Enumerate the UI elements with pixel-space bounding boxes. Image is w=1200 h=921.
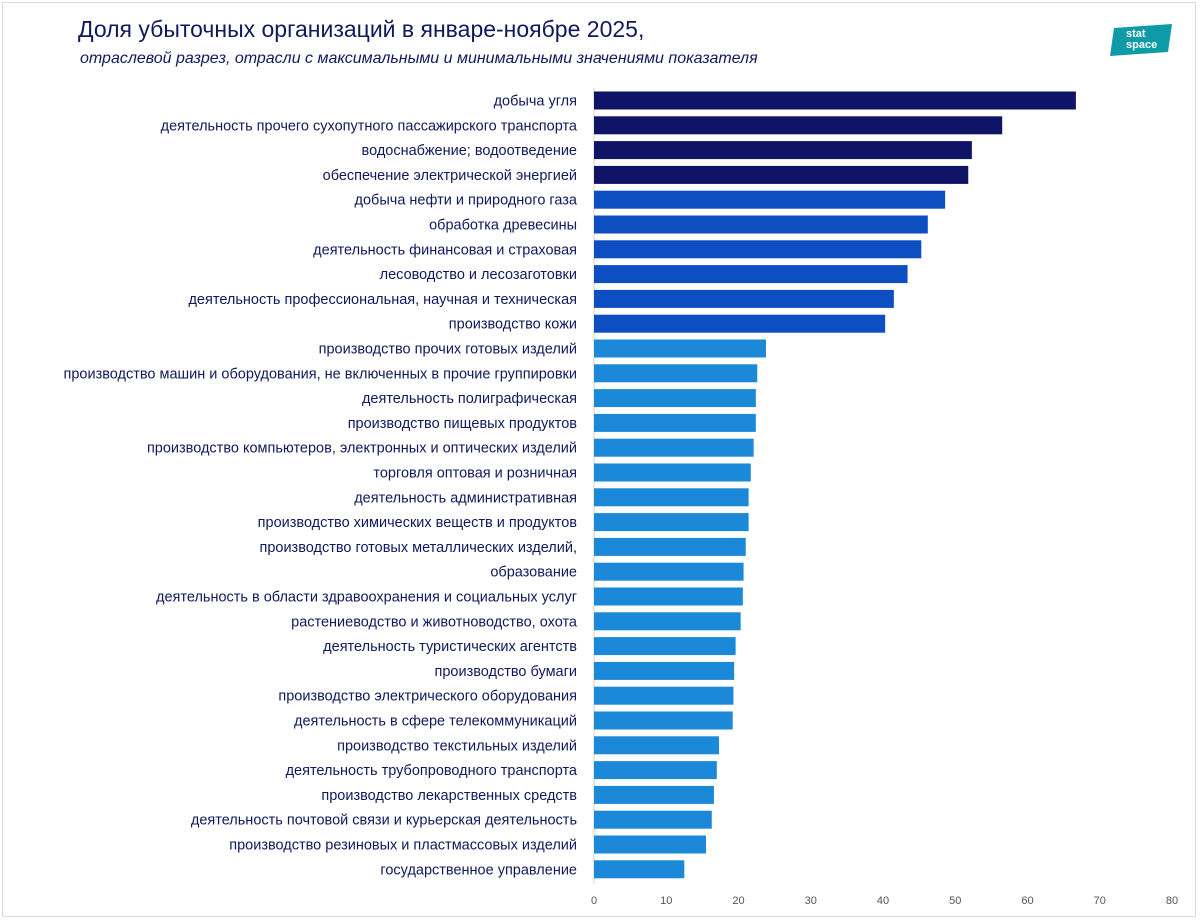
category-label: производство пищевых продуктов [348, 416, 578, 432]
bar [594, 190, 946, 209]
chart-subtitle: отраслевой разрез, отрасли с максимальны… [80, 50, 758, 67]
bar [594, 736, 719, 755]
bar [594, 810, 712, 829]
bar [594, 537, 746, 556]
bar [594, 835, 706, 854]
bar [594, 463, 751, 482]
category-label: производство кожи [449, 317, 577, 333]
bar [594, 761, 717, 780]
bar [594, 339, 766, 358]
category-label: водоснабжение; водоотведение [362, 143, 577, 159]
category-label: производство прочих готовых изделий [319, 342, 577, 358]
category-label: деятельность прочего сухопутного пассажи… [161, 118, 578, 134]
bar [594, 488, 749, 507]
category-label: добыча угля [494, 94, 577, 110]
x-tick-label: 40 [877, 895, 889, 907]
bar [594, 513, 749, 532]
category-label: государственное управление [380, 862, 577, 878]
category-label: обеспечение электрической энергией [323, 168, 577, 184]
bar [594, 860, 685, 879]
bar [594, 91, 1076, 110]
bar [594, 413, 756, 432]
logo-text-line1: stat [1126, 28, 1146, 40]
category-label: деятельность в области здравоохранения и… [156, 590, 577, 606]
category-label: производство резиновых и пластмассовых и… [229, 838, 577, 854]
bar [594, 265, 908, 284]
bar [594, 686, 734, 705]
x-tick-label: 10 [660, 895, 672, 907]
category-label: производство компьютеров, электронных и … [147, 441, 577, 457]
category-label: производство машин и оборудования, не вк… [64, 366, 578, 382]
x-tick-label: 50 [949, 895, 961, 907]
category-label: деятельность полиграфическая [362, 391, 577, 407]
category-label: производство текстильных изделий [337, 738, 577, 754]
bar [594, 215, 928, 234]
bar [594, 711, 733, 730]
bar [594, 165, 969, 184]
bar [594, 389, 756, 408]
category-label: добыча нефти и природного газа [355, 193, 578, 209]
x-tick-label: 70 [1094, 895, 1106, 907]
category-label: производство готовых металлических издел… [259, 540, 577, 556]
category-label: деятельность трубопроводного транспорта [286, 763, 578, 779]
category-label: образование [490, 565, 577, 581]
x-tick-label: 60 [1021, 895, 1033, 907]
bar [594, 587, 743, 606]
category-label: обработка древесины [429, 218, 577, 234]
bar [594, 240, 922, 259]
bar [594, 141, 972, 160]
category-label: производство бумаги [435, 664, 578, 680]
category-label: деятельность почтовой связи и курьерская… [191, 813, 577, 829]
x-tick-label: 0 [591, 895, 597, 907]
category-label: производство лекарственных средств [321, 788, 577, 804]
category-label: лесоводство и лесозаготовки [380, 267, 577, 283]
statspace-logo: stat space [1110, 24, 1172, 56]
logo-text-line2: space [1126, 39, 1157, 51]
x-tick-label: 80 [1166, 895, 1178, 907]
category-label: деятельность профессиональная, научная и… [188, 292, 577, 308]
category-label: деятельность туристических агентств [323, 639, 577, 655]
category-label: растениеводство и животноводство, охота [291, 614, 578, 630]
bar [594, 364, 758, 383]
bar [594, 637, 736, 656]
bar [594, 289, 894, 308]
category-label: производство электрического оборудования [278, 689, 577, 705]
bar [594, 562, 744, 581]
bar [594, 661, 735, 680]
category-label: торговля оптовая и розничная [373, 466, 577, 482]
category-label: деятельность административная [354, 490, 577, 506]
bar [594, 612, 741, 631]
x-tick-label: 30 [805, 895, 817, 907]
chart-title: Доля убыточных организаций в январе-нояб… [78, 16, 645, 42]
bar [594, 116, 1003, 135]
bar [594, 314, 886, 333]
category-label: производство химических веществ и продук… [258, 515, 578, 531]
bar [594, 438, 754, 457]
category-label: деятельность финансовая и страховая [313, 242, 577, 258]
category-label: деятельность в сфере телекоммуникаций [294, 714, 577, 730]
logo-badge-shape [1110, 24, 1172, 56]
bar [594, 785, 714, 804]
x-tick-label: 20 [732, 895, 744, 907]
